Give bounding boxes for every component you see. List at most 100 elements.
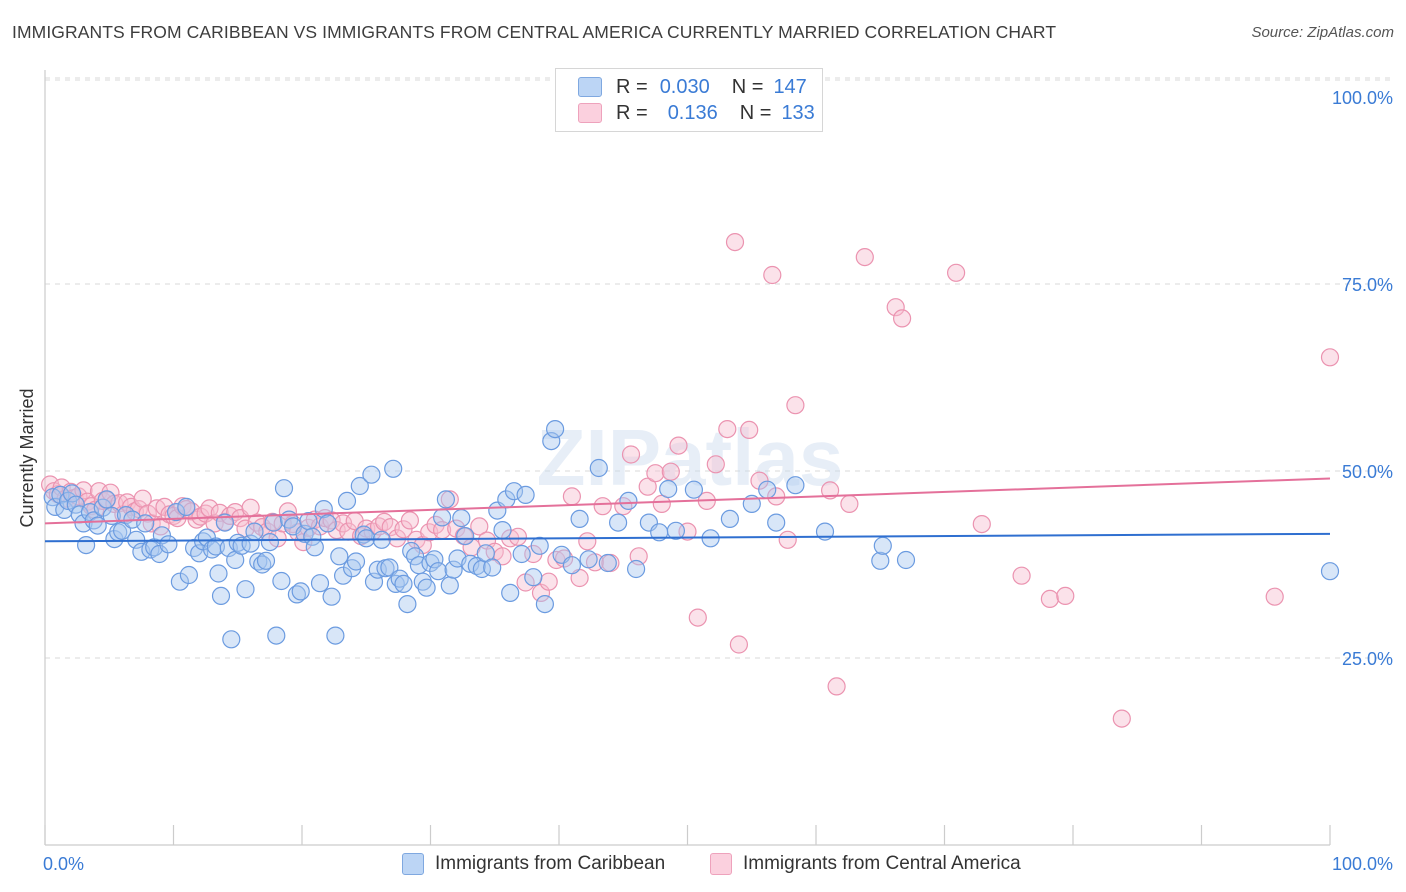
point-caribbean	[394, 574, 413, 594]
point-central-america	[972, 514, 991, 534]
trend-lines	[44, 477, 1331, 543]
point-caribbean	[452, 508, 471, 528]
point-caribbean	[236, 580, 255, 599]
point-caribbean	[66, 495, 85, 514]
point-central-america	[688, 608, 707, 627]
point-central-america	[706, 455, 725, 474]
trend-line-caribbean	[44, 532, 1331, 543]
point-caribbean	[272, 571, 291, 591]
legend-swatch-caribbean	[578, 77, 602, 97]
point-caribbean	[274, 479, 294, 498]
y-tick-label: 75.0%	[1342, 275, 1393, 295]
point-central-america	[646, 464, 665, 483]
point-central-america	[763, 265, 782, 285]
point-central-america	[638, 477, 657, 496]
legend-r-label: R =	[616, 75, 648, 98]
point-caribbean	[436, 490, 455, 509]
point-caribbean	[177, 497, 196, 516]
point-caribbean	[222, 630, 241, 649]
point-caribbean	[267, 626, 286, 645]
point-caribbean	[322, 587, 341, 606]
bottom-legend-caribbean: Immigrants from Caribbean	[402, 851, 665, 877]
point-caribbean	[516, 485, 535, 504]
point-caribbean	[542, 432, 561, 451]
point-central-america	[729, 635, 749, 654]
point-central-america	[786, 396, 805, 415]
point-central-america	[470, 517, 489, 536]
point-caribbean	[545, 420, 565, 439]
point-caribbean	[398, 594, 417, 614]
point-central-america	[562, 487, 582, 506]
point-central-america	[1012, 566, 1031, 585]
point-central-america	[718, 420, 737, 439]
legend-row-caribbean: R = 0.030 N = 147	[578, 74, 807, 100]
point-caribbean	[380, 558, 399, 577]
point-central-america	[855, 248, 874, 267]
y-tick-label: 25.0%	[1342, 649, 1393, 669]
point-caribbean	[626, 559, 646, 579]
point-central-america	[740, 420, 759, 439]
point-central-america	[508, 527, 528, 546]
x-tick-label: 100.0%	[1332, 854, 1393, 874]
point-central-america	[1265, 587, 1284, 606]
legend-n-value: 133	[781, 101, 815, 124]
point-caribbean	[1320, 562, 1340, 581]
point-caribbean	[350, 476, 369, 496]
point-caribbean	[167, 502, 186, 522]
legend-r-value: 0.136	[667, 101, 718, 124]
y-tick-label: 50.0%	[1342, 462, 1393, 482]
point-caribbean	[417, 578, 436, 597]
point-caribbean	[456, 526, 475, 546]
point-caribbean	[501, 583, 520, 603]
point-caribbean	[97, 490, 116, 509]
point-central-america	[74, 481, 93, 500]
point-caribbean	[493, 520, 512, 540]
point-central-america	[394, 520, 413, 539]
bottom-legend-swatch-caribbean	[402, 853, 424, 875]
point-caribbean	[786, 476, 805, 495]
point-central-america	[1112, 709, 1131, 728]
trend-line-central-america	[44, 477, 1331, 525]
point-caribbean	[256, 551, 276, 570]
point-central-america	[892, 309, 912, 328]
point-caribbean	[62, 484, 82, 503]
point-caribbean	[871, 551, 890, 570]
point-caribbean	[579, 550, 598, 569]
point-caribbean	[170, 572, 189, 591]
point-caribbean	[598, 553, 617, 573]
point-caribbean	[562, 556, 582, 575]
point-caribbean	[512, 544, 531, 564]
point-central-america	[946, 263, 966, 282]
legend-n-value: 147	[773, 75, 807, 98]
point-caribbean	[209, 564, 228, 583]
point-caribbean	[535, 594, 555, 614]
point-caribbean	[767, 513, 786, 532]
point-caribbean	[440, 576, 459, 595]
point-central-america	[614, 497, 633, 516]
point-caribbean	[896, 550, 916, 570]
watermark: ZIPatlas	[537, 413, 844, 502]
point-caribbean	[433, 508, 452, 527]
chart-source: Source: ZipAtlas.com	[1251, 24, 1394, 41]
point-caribbean	[305, 538, 324, 557]
point-caribbean	[364, 572, 384, 591]
point-central-america	[820, 481, 840, 500]
x-tick-label: 0.0%	[43, 854, 84, 874]
point-caribbean	[264, 513, 283, 532]
point-central-america	[725, 233, 745, 252]
point-caribbean	[74, 514, 93, 533]
point-caribbean	[659, 479, 678, 499]
point-caribbean	[720, 509, 740, 529]
point-caribbean	[326, 626, 345, 645]
y-tick-label: 100.0%	[1332, 88, 1393, 108]
point-caribbean	[260, 532, 279, 552]
point-central-america	[840, 494, 859, 513]
point-central-america	[661, 462, 680, 481]
point-caribbean	[245, 522, 264, 541]
point-caribbean	[406, 547, 425, 566]
point-caribbean	[362, 465, 381, 484]
point-central-america	[1320, 348, 1340, 367]
axes	[44, 70, 1331, 846]
point-central-america	[778, 530, 797, 549]
